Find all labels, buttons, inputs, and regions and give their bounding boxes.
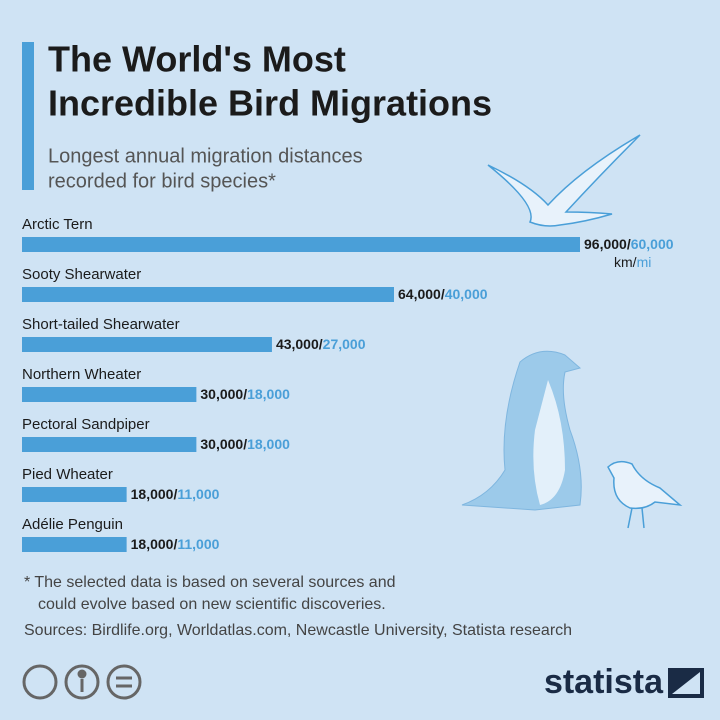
label-separator: / <box>441 286 445 302</box>
label-separator: / <box>173 486 177 502</box>
footnote: * The selected data is based on several … <box>24 574 396 591</box>
license-icons <box>22 664 142 700</box>
brand: statista <box>544 663 664 701</box>
legend-km: km <box>614 254 633 270</box>
unit-legend: km/mi <box>614 254 651 270</box>
source: Sources: Birdlife.org, Worldatlas.com, N… <box>24 622 572 639</box>
label-separator: / <box>243 386 247 402</box>
value-label-km: 96,000 <box>584 236 627 252</box>
category-label: Pectoral Sandpiper <box>22 416 150 433</box>
value-label: 18,000/11,000 <box>131 486 220 502</box>
value-label-km: 43,000 <box>276 336 319 352</box>
legend-separator: / <box>633 254 637 270</box>
category-label: Northern Wheater <box>22 366 141 383</box>
value-label-km: 18,000 <box>131 486 174 502</box>
category-label: Adélie Penguin <box>22 516 123 533</box>
value-label-km: 64,000 <box>398 286 441 302</box>
category-label: Short-tailed Shearwater <box>22 316 180 333</box>
footnote: could evolve based on new scientific dis… <box>38 596 386 613</box>
brand-logo <box>668 668 704 698</box>
value-label-mi: 11,000 <box>177 486 219 502</box>
value-label-mi: 40,000 <box>445 286 488 302</box>
accent-bar <box>22 42 34 190</box>
legend-mi: mi <box>637 254 652 270</box>
label-separator: / <box>319 336 323 352</box>
value-label: 43,000/27,000 <box>276 336 366 352</box>
value-label-mi: 11,000 <box>177 536 219 552</box>
value-label-km: 18,000 <box>131 536 174 552</box>
label-separator: / <box>173 536 177 552</box>
chart-title: Incredible Bird Migrations <box>48 83 492 124</box>
value-label: 64,000/40,000 <box>398 286 488 302</box>
chart-subtitle: Longest annual migration distances <box>48 145 363 167</box>
value-label: 30,000/18,000 <box>200 436 290 452</box>
bar <box>22 287 394 302</box>
value-label: 30,000/18,000 <box>200 386 290 402</box>
value-label-km: 30,000 <box>200 436 243 452</box>
value-label-mi: 60,000 <box>631 236 674 252</box>
bar <box>22 537 127 552</box>
value-label: 96,000/60,000 <box>584 236 674 252</box>
chart-subtitle: recorded for bird species* <box>48 170 276 192</box>
value-label-mi: 18,000 <box>247 386 290 402</box>
value-label-km: 30,000 <box>200 386 243 402</box>
value-label: 18,000/11,000 <box>131 536 220 552</box>
chart-title: The World's Most <box>48 39 346 80</box>
bar <box>22 237 580 252</box>
bar <box>22 387 197 402</box>
category-label: Sooty Shearwater <box>22 266 141 283</box>
bar <box>22 337 272 352</box>
tern-illustration <box>487 134 641 227</box>
wheatear-illustration <box>607 460 683 529</box>
value-label-mi: 18,000 <box>247 436 290 452</box>
label-separator: / <box>627 236 631 252</box>
label-separator: / <box>243 436 247 452</box>
category-label: Pied Wheater <box>22 466 113 483</box>
category-label: Arctic Tern <box>22 216 93 233</box>
value-label-mi: 27,000 <box>323 336 366 352</box>
bar <box>22 487 127 502</box>
bar <box>22 437 197 452</box>
penguin-illustration <box>461 350 582 511</box>
